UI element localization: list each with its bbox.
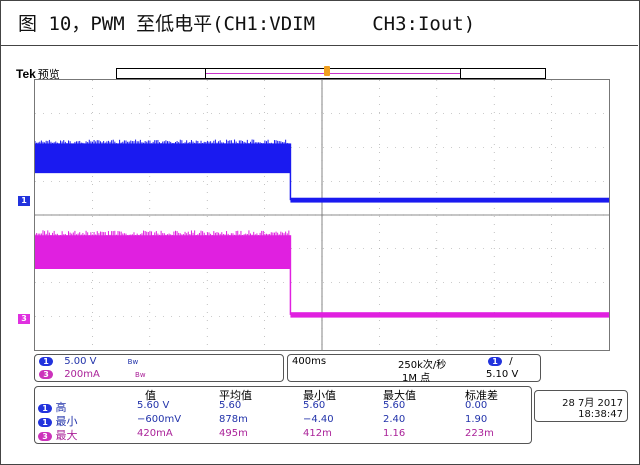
ch3-scale-row: 3 200mA Bw [39,369,146,380]
meas-cell: 420mA [137,428,173,439]
ch3-waveform-low [290,312,609,317]
time: 18:38:47 [535,409,623,420]
trigger-position-icon[interactable] [324,66,330,76]
waveform-svg [35,80,609,350]
trigger-setting: 1 / [488,356,513,367]
acquisition-box[interactable]: 400ms 250k次/秒 1M 点 1 / 5.10 V [287,354,541,382]
ch3-scale: 200mA [64,369,100,380]
meas-cell: −4.40 [303,414,334,425]
meas-cell: 878m [219,414,248,425]
ch1-scale: 5.00 V [64,356,96,367]
ch1-waveform-low [290,198,609,203]
meas-cell: 2.40 [383,414,405,425]
record-view-bar[interactable] [116,68,546,79]
ch1-ground-marker-icon[interactable]: 1 [18,196,30,206]
meas-cell: 5.60 V [137,400,169,411]
meas-cell: 1.16 [383,428,405,439]
trigger-level: 5.10 V [486,369,518,380]
oscilloscope-screen: Tek 预览 1 3 1 5.00 V Bw 3 200mA Bw 400ms 2… [16,66,628,446]
timebase: 400ms [292,356,326,367]
ch1-scale-row: 1 5.00 V Bw [39,356,138,367]
trigger-slope-icon: / [509,356,512,367]
waveform-graticule [34,79,610,351]
meas-cell: 412m [303,428,332,439]
brand-logo: Tek [16,67,36,81]
ch1-badge: 1 [39,357,53,366]
caption-text: 图 10，PWM 至低电平(CH1:VDIM CH3:Iout) [18,9,475,36]
meas-cell: 1.90 [465,414,487,425]
meas-cell: 5.60 [219,400,241,411]
ch3-waveform-high [35,235,290,269]
meas-cell: 5.60 [383,400,405,411]
meas-cell: 495m [219,428,248,439]
channel-info-bar: 1 5.00 V Bw 3 200mA Bw 400ms 250k次/秒 1M … [34,354,610,384]
trigger-channel-badge: 1 [488,357,502,366]
date-time-box[interactable]: 28 7月 2017 18:38:47 [534,390,628,422]
meas-row-3-label: 3 最大 [38,427,78,443]
ch3-ground-marker-icon[interactable]: 3 [18,314,30,324]
measurement-table[interactable]: 值 平均值 最小值 最大值 标准差 1 高 5.60 V 5.60 5.60 5… [34,386,532,444]
meas-cell: 223m [465,428,494,439]
ch3-badge: 3 [39,370,53,379]
meas-cell: 0.00 [465,400,487,411]
record-view-window[interactable] [205,68,461,79]
meas-cell: −600mV [137,414,181,425]
ch1-waveform-high [35,143,290,173]
channel-scale-box[interactable]: 1 5.00 V Bw 3 200mA Bw [34,354,284,382]
figure-caption: 图 10，PWM 至低电平(CH1:VDIM CH3:Iout) [0,0,638,46]
record-length: 1M 点 [402,369,430,384]
ch3-bw: Bw [135,371,146,379]
date: 28 7月 2017 [535,394,623,409]
meas-cell: 5.60 [303,400,325,411]
ch1-bw: Bw [128,358,139,366]
